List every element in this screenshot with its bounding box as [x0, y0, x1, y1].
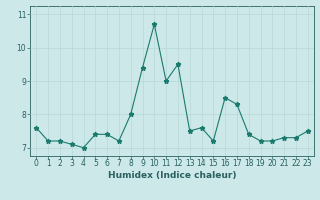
X-axis label: Humidex (Indice chaleur): Humidex (Indice chaleur) [108, 171, 236, 180]
